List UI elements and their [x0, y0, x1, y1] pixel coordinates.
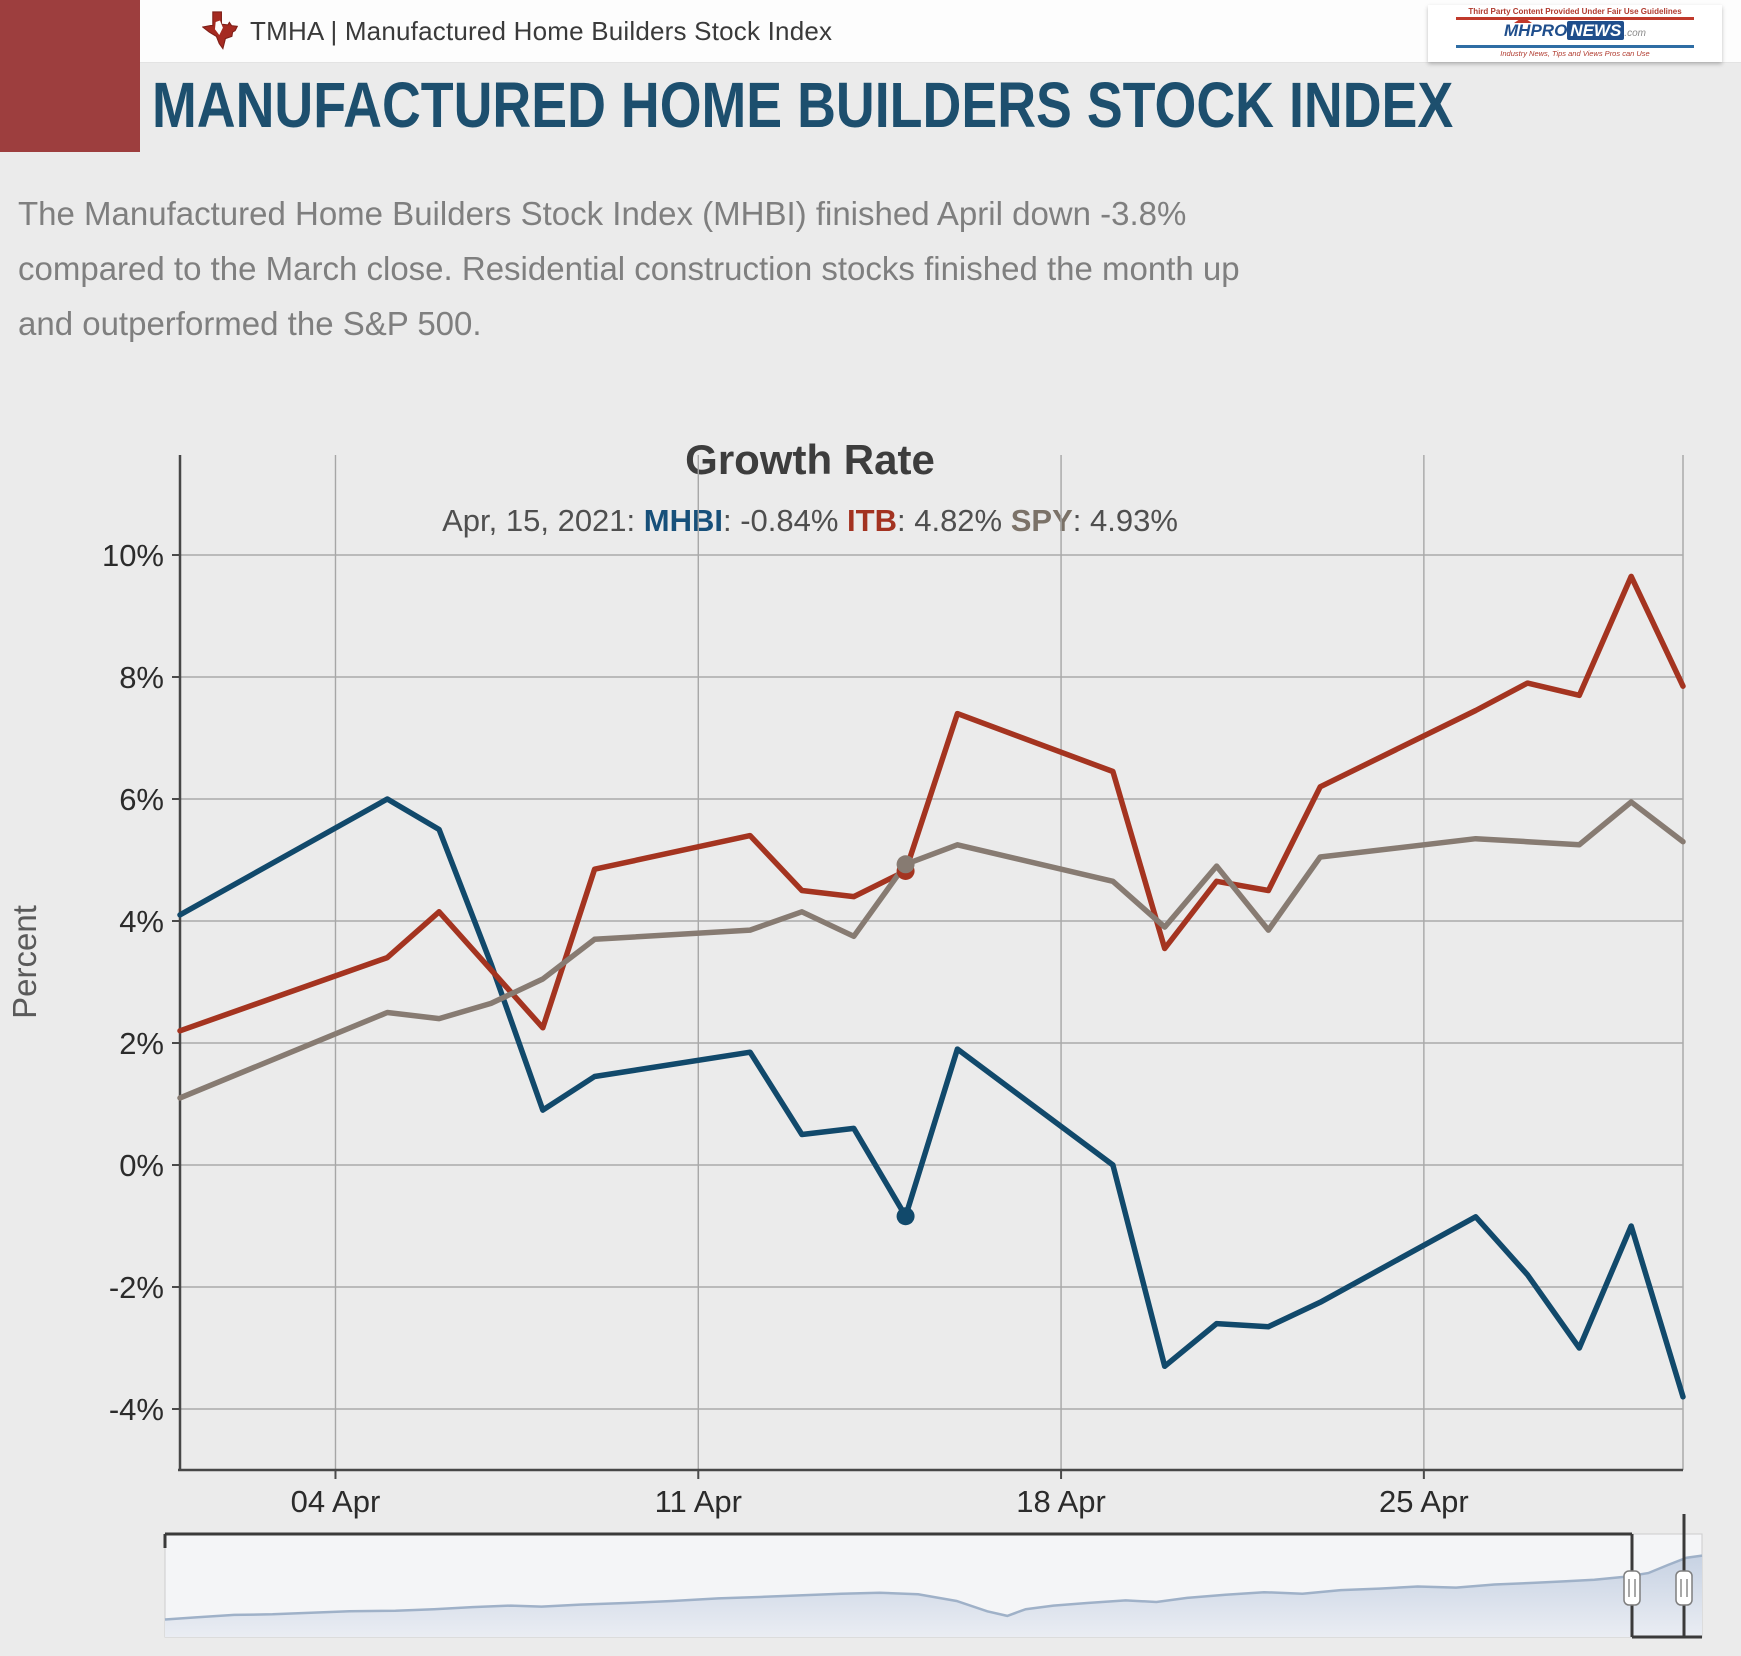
chart-tooltip-label: Apr, 15, 2021: MHBI: -0.84% ITB: 4.82% S… [0, 503, 1620, 539]
tooltip-series-name: MHBI [644, 503, 723, 538]
series-line-MHBI [177, 796, 1686, 1400]
navigator-area [165, 1555, 1702, 1637]
marker-dot-MHBI [896, 1207, 915, 1226]
tooltip-series-value: : -0.84% [723, 503, 847, 538]
y-axis-title: Percent [6, 905, 43, 1019]
intro-paragraph: The Manufactured Home Builders Stock Ind… [18, 186, 1498, 351]
tooltip-series-value: : 4.82% [897, 503, 1011, 538]
y-axis-label: 10% [102, 538, 164, 573]
intro-line-1: The Manufactured Home Builders Stock Ind… [18, 195, 1187, 232]
tooltip-series-name: ITB [847, 503, 897, 538]
chart-title: Growth Rate [0, 436, 1620, 484]
brand-color-block [0, 0, 140, 152]
y-axis-label: -4% [109, 1392, 164, 1427]
logo-tagline: Industry News, Tips and Views Pros can U… [1500, 49, 1650, 58]
navigator-line [164, 1554, 1703, 1621]
page-title: MANUFACTURED HOME BUILDERS STOCK INDEX [152, 69, 1454, 141]
x-axis-label: 25 Apr [1379, 1484, 1469, 1519]
fair-use-badge[interactable]: Third Party Content Provided Under Fair … [1428, 5, 1722, 62]
intro-line-3: and outperformed the S&P 500. [18, 305, 482, 342]
x-axis-label: 18 Apr [1016, 1484, 1106, 1519]
tooltip-series-name: SPY [1011, 503, 1073, 538]
texas-state-icon [202, 11, 238, 50]
tooltip-date: Apr, 15, 2021: [442, 503, 644, 538]
intro-line-2: compared to the March close. Residential… [18, 250, 1240, 287]
series-line-SPY [177, 799, 1686, 1101]
tooltip-items: MHBI: -0.84% ITB: 4.82% SPY: 4.93% [644, 503, 1178, 538]
logo-blue-rule [1456, 45, 1694, 48]
tooltip-series-value: : 4.93% [1073, 503, 1178, 538]
x-axis-label: 11 Apr [655, 1484, 742, 1519]
logo-mhpro-text: MHPRO [1504, 21, 1568, 40]
y-axis-label: 2% [119, 1026, 164, 1061]
logo-red-rule [1456, 17, 1694, 20]
brand-title: TMHA | Manufactured Home Builders Stock … [250, 16, 833, 46]
y-axis-label: 0% [119, 1148, 164, 1183]
y-axis-label: -2% [109, 1270, 164, 1305]
navigator-handle-left[interactable] [1623, 1570, 1641, 1606]
series-line-ITB [177, 573, 1686, 1034]
roof-icon [1514, 17, 1532, 23]
mhpronews-logo: MHPRO NEWS .com [1428, 17, 1722, 43]
logo-com-text: .com [1624, 28, 1646, 39]
x-axis-label: 04 Apr [291, 1484, 381, 1519]
marker-dot-SPY [896, 855, 915, 874]
y-axis-label: 8% [119, 660, 164, 695]
y-axis-label: 6% [119, 782, 164, 817]
navigator-handle-right[interactable] [1675, 1570, 1693, 1606]
y-axis-label: 4% [119, 904, 164, 939]
fair-use-disclaimer: Third Party Content Provided Under Fair … [1468, 7, 1682, 16]
growth-rate-chart[interactable]: 10% 8% 6% 4% 2% 0% -2% -4% 04 Apr 11 Apr 18 Apr 25 … [0, 0, 1741, 1530]
logo-news-text: NEWS [1567, 21, 1625, 40]
